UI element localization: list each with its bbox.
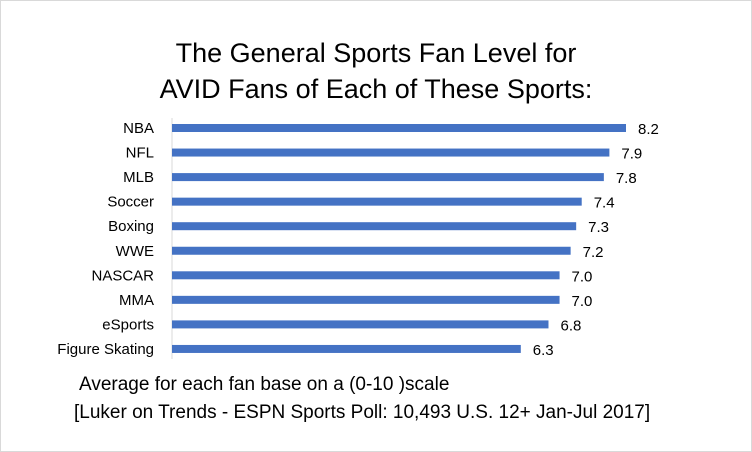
bar [172, 295, 560, 304]
category-label: eSports [102, 316, 154, 333]
category-label: MLB [123, 169, 154, 186]
data-label: 7.0 [572, 268, 593, 285]
bar [172, 344, 521, 353]
bar [172, 173, 604, 182]
category-label: Soccer [107, 194, 154, 211]
data-label: 6.3 [533, 342, 554, 359]
footnote-scale: Average for each fan base on a (0-10 )sc… [79, 374, 450, 395]
data-label: 7.2 [583, 244, 604, 261]
data-label: 7.9 [621, 146, 642, 163]
category-label: NBA [123, 120, 154, 137]
data-label: 6.8 [560, 317, 581, 334]
footnote-source: [Luker on Trends - ESPN Sports Poll: 10,… [74, 402, 651, 423]
category-label: Figure Skating [57, 341, 154, 358]
category-label: WWE [116, 243, 154, 260]
category-label: MMA [119, 292, 154, 309]
data-label: 7.3 [588, 219, 609, 236]
bar [172, 246, 571, 255]
bar [172, 271, 560, 280]
data-label: 7.4 [594, 195, 615, 212]
data-label: 7.8 [616, 170, 637, 187]
bar [172, 320, 549, 329]
data-label: 8.2 [638, 121, 659, 138]
category-label: NFL [126, 145, 154, 162]
chart-title-line-2: AVID Fans of Each of These Sports: [159, 74, 593, 104]
bar [172, 124, 626, 132]
category-label: NASCAR [91, 267, 154, 284]
data-label: 7.0 [572, 293, 593, 310]
bar [172, 222, 577, 231]
bar [172, 197, 582, 206]
category-label: Boxing [108, 218, 154, 235]
chart-title-line-1: The General Sports Fan Level for [175, 38, 577, 68]
bar [172, 148, 610, 157]
